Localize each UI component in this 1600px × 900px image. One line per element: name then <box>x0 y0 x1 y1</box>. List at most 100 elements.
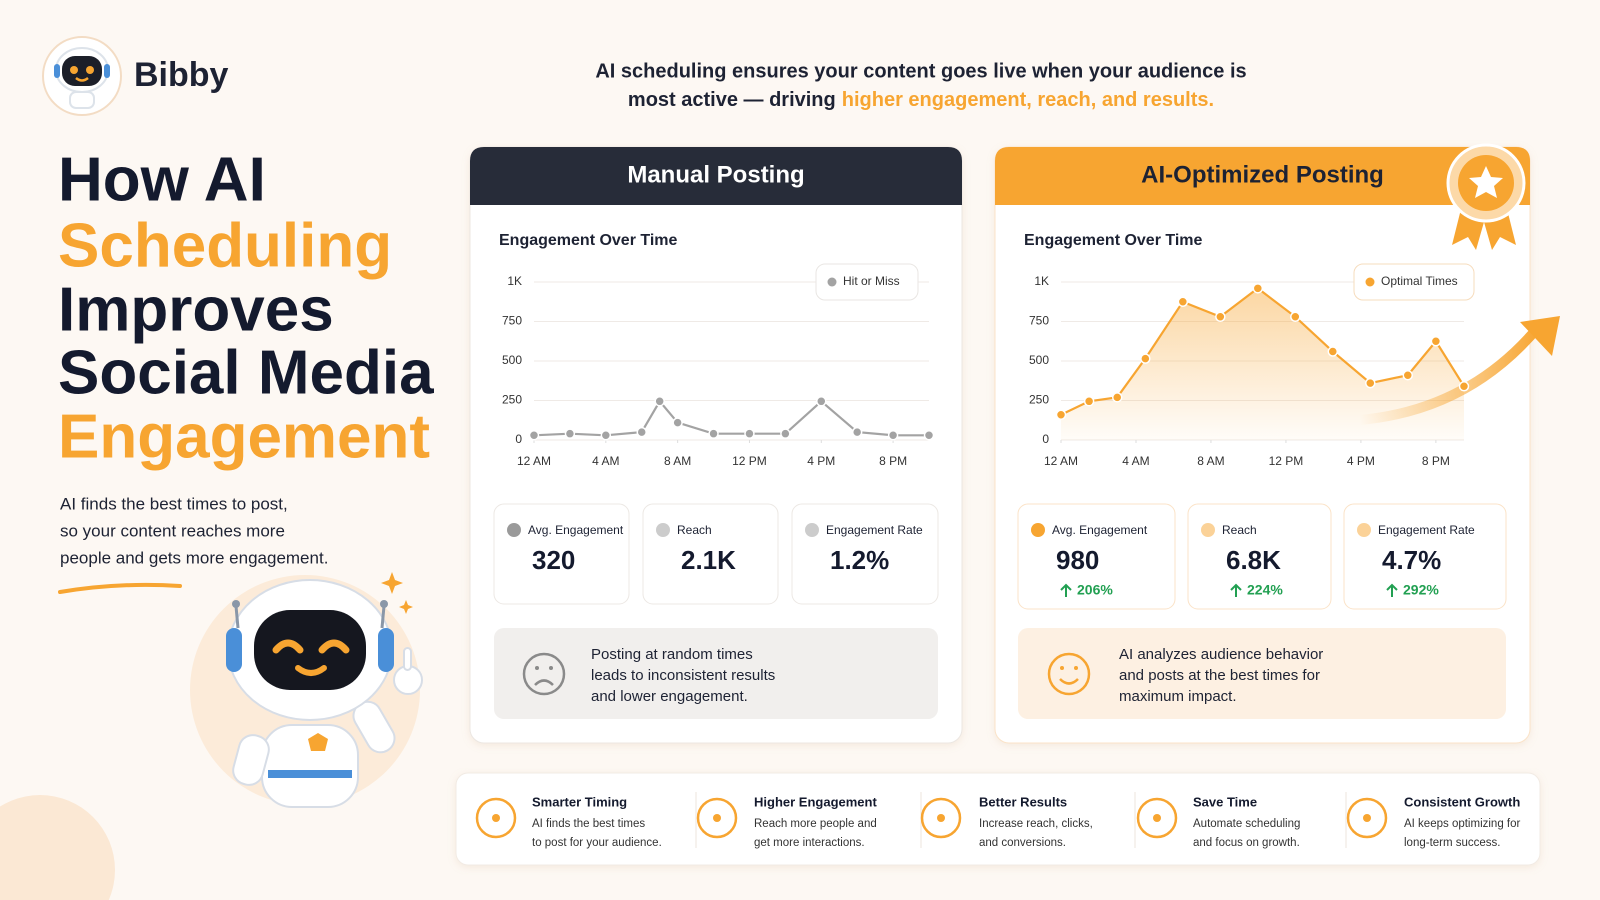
mood-face <box>1047 652 1091 696</box>
stat-label: Reach <box>677 523 712 537</box>
deco-circle <box>0 795 115 900</box>
stat-value: 980 <box>1056 545 1099 575</box>
feature-icon-dot <box>937 814 945 822</box>
point <box>780 428 791 439</box>
mood-eye <box>549 666 553 670</box>
tagline-text: most active — driving <box>628 89 836 111</box>
point <box>1327 346 1339 357</box>
tagline-line2: most active — driving higher engagement, … <box>628 89 1214 111</box>
trend-arrow <box>1355 320 1545 425</box>
x-tick-label: 4 PM <box>1347 454 1375 468</box>
point <box>1402 369 1414 381</box>
intro-line: AI finds the best times to post, <box>60 494 288 513</box>
legend-label: Hit or Miss <box>843 274 900 288</box>
stat-change: 292% <box>1403 582 1439 598</box>
intro-line: people and gets more engagement. <box>60 548 328 567</box>
stat-icon <box>507 523 521 537</box>
mood-mouth <box>1059 678 1079 685</box>
feature-icon <box>696 797 738 839</box>
point <box>1252 283 1264 294</box>
point <box>1430 336 1442 347</box>
x-tick-label: 8 PM <box>1422 454 1450 468</box>
feature-desc: AI keeps optimizing for <box>1404 818 1521 830</box>
stat-card <box>1343 503 1507 610</box>
stat-icon <box>656 523 670 537</box>
point <box>1140 353 1151 364</box>
feature-desc: long-term success. <box>1404 837 1501 849</box>
feature-icon <box>475 797 517 839</box>
feature-desc: and conversions. <box>979 837 1066 849</box>
panel: AI-Optimized Posting Engagement Over Time… <box>994 146 1560 744</box>
feature-title: Consistent Growth <box>1404 794 1520 809</box>
feature-desc: to post for your audience. <box>532 837 662 849</box>
point <box>1177 296 1189 307</box>
panel: Manual Posting Engagement Over Time 0 250 50… <box>469 146 963 744</box>
feature-title: Smarter Timing <box>532 794 627 809</box>
change-arrow <box>1060 583 1072 597</box>
change-arrow <box>1230 583 1242 597</box>
feature-title: Save Time <box>1193 794 1257 809</box>
feature-desc: and focus on growth. <box>1193 837 1300 849</box>
feature-bar: Smarter Timing AI finds the best times to … <box>455 772 1541 866</box>
stat-label: Engagement Rate <box>826 523 923 537</box>
feature-title: Better Results <box>979 794 1067 809</box>
x-tick-label: 12 PM <box>1269 454 1304 468</box>
point <box>923 430 935 441</box>
feature-icon-dot <box>492 814 500 822</box>
stat-value: 4.7% <box>1382 545 1441 575</box>
point <box>1111 392 1123 403</box>
feature-icon-dot <box>1363 814 1371 822</box>
point <box>1215 311 1226 323</box>
point <box>654 396 665 407</box>
point <box>851 426 863 438</box>
point <box>744 428 755 439</box>
stat-change: 206% <box>1077 582 1113 598</box>
stat-value: 320 <box>532 545 575 575</box>
x-tick-label: 8 AM <box>1197 454 1224 468</box>
y-tick-label: 750 <box>502 314 522 328</box>
legend-dot <box>827 277 837 287</box>
feature-icon <box>1346 797 1388 839</box>
stat-card <box>791 503 939 605</box>
trend-arrowhead <box>1520 316 1560 356</box>
chart-title: Engagement Over Time <box>499 232 678 249</box>
chart-title: Engagement Over Time <box>1024 232 1203 249</box>
panel-header <box>470 147 962 205</box>
y-tick-label: 1K <box>507 274 522 288</box>
point <box>708 428 719 439</box>
x-tick-label: 4 PM <box>807 454 835 468</box>
message-line: Posting at random times <box>591 646 753 663</box>
legend-box <box>815 263 919 301</box>
message-line: and posts at the best times for <box>1119 667 1320 684</box>
badge-star <box>1469 166 1503 198</box>
area <box>1061 288 1464 440</box>
feature-title: Higher Engagement <box>754 794 877 809</box>
feature-icon-dot <box>1153 814 1161 822</box>
headline-line: Social Media <box>58 338 434 407</box>
tagline-line1: AI scheduling ensures your content goes … <box>595 60 1246 82</box>
feature-bar-bg <box>455 772 1541 866</box>
point <box>1365 377 1376 389</box>
stat-card <box>1017 503 1176 610</box>
feature-icon <box>920 797 962 839</box>
legend-box <box>1353 263 1475 301</box>
legend-label: Optimal Times <box>1381 274 1458 288</box>
feature-desc: get more interactions. <box>754 837 865 849</box>
point <box>1055 409 1067 420</box>
point <box>887 430 899 441</box>
y-tick-label: 750 <box>1029 314 1049 328</box>
point <box>636 426 647 438</box>
mood-mouth <box>534 679 554 686</box>
brand-name: Bibby <box>134 56 229 94</box>
award-badge <box>1446 143 1526 250</box>
stat-label: Engagement Rate <box>1378 523 1475 537</box>
point <box>528 430 540 441</box>
mood-face <box>522 652 566 696</box>
point <box>1290 311 1301 323</box>
message-box <box>494 628 938 719</box>
feature-desc: Increase reach, clicks, <box>979 818 1093 830</box>
stat-label: Reach <box>1222 523 1257 537</box>
stat-value: 1.2% <box>830 545 889 575</box>
y-tick-label: 0 <box>515 432 522 446</box>
point <box>1083 396 1095 407</box>
